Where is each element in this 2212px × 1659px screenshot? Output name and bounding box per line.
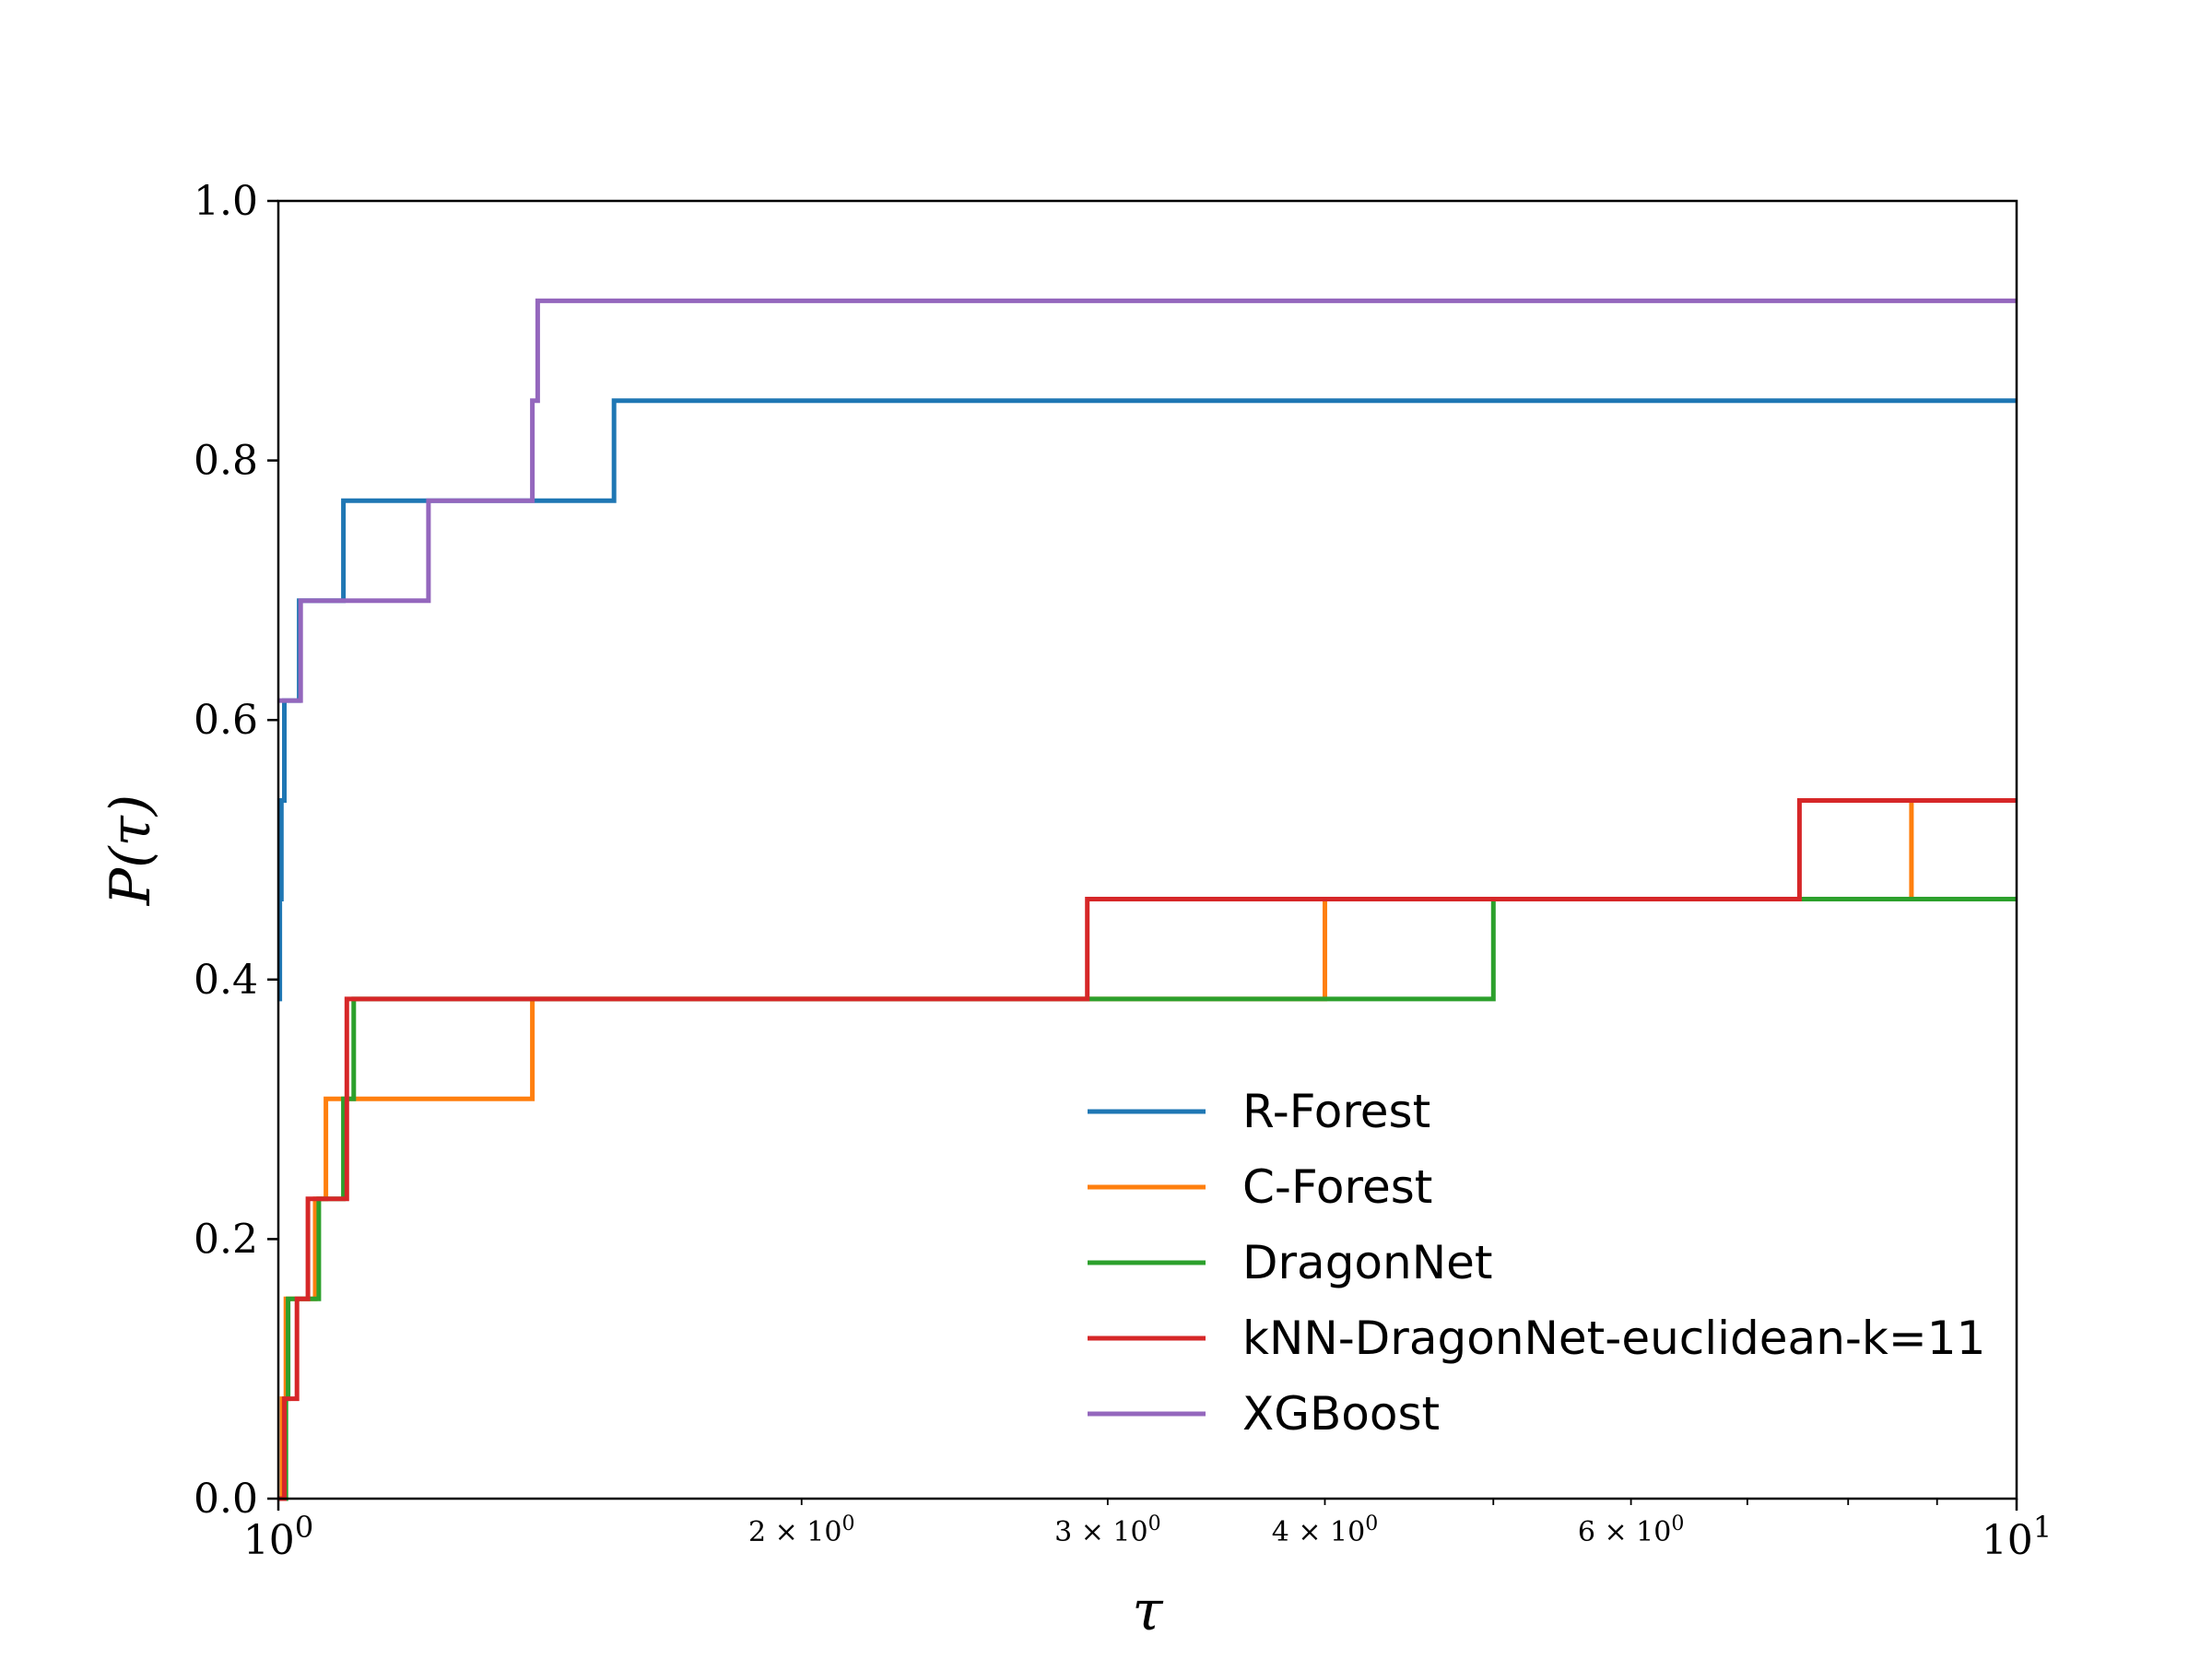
y-tick-label: 0.2: [194, 1216, 258, 1263]
x-tick-label: 6 × 100: [1578, 1512, 1684, 1548]
y-tick-label: 0.0: [194, 1476, 258, 1523]
legend-label-3: kNN-DragonNet-euclidean-k=11: [1242, 1312, 1985, 1365]
x-axis-title: τ: [1132, 1579, 1163, 1643]
y-axis-ticks: 0.0 0.2 0.4 0.6 0.8 1.0: [194, 178, 278, 1523]
series-line-1: [278, 798, 2017, 1501]
y-tick-label: 0.6: [194, 697, 258, 744]
series-layer: [277, 298, 2017, 1501]
y-tick-label: 0.8: [194, 438, 258, 485]
x-tick-label: 2 × 100: [748, 1512, 854, 1548]
y-tick-label: 1.0: [194, 178, 258, 225]
legend-label-2: DragonNet: [1242, 1236, 1492, 1289]
legend: R-Forest C-Forest DragonNet kNN-DragonNet-e…: [1088, 1085, 1985, 1441]
x-tick-label: 100: [243, 1510, 313, 1564]
legend-label-1: C-Forest: [1242, 1160, 1432, 1214]
legend-label-4: XGBoost: [1242, 1387, 1440, 1441]
series-line-2: [278, 897, 2017, 1501]
x-tick-label: 3 × 100: [1054, 1512, 1160, 1548]
legend-label-0: R-Forest: [1242, 1085, 1430, 1138]
plot-frame: [276, 199, 2018, 1500]
series-line-4: [278, 298, 2017, 703]
y-tick-label: 0.4: [194, 957, 258, 1004]
y-axis-title: P(τ): [99, 794, 163, 906]
series-line-3: [278, 798, 2017, 1501]
x-axis-ticks: 100 2 × 100 3 × 100 4 × 100 6 × 100 101: [243, 1499, 2052, 1564]
x-tick-label: 101: [1982, 1510, 2052, 1564]
x-tick-label: 4 × 100: [1272, 1512, 1378, 1548]
series-line-0: [277, 398, 2017, 1002]
